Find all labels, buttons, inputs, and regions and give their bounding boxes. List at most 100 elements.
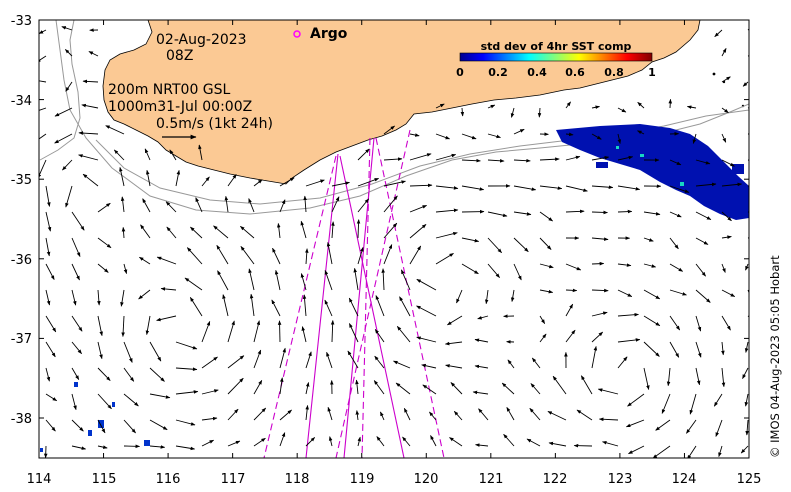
current-vector-arrow <box>695 263 706 277</box>
current-vector-arrow <box>669 315 681 331</box>
current-vector-arrow <box>422 384 437 395</box>
current-vector-arrow <box>123 341 133 363</box>
current-vector-arrow <box>695 315 702 332</box>
current-vector-arrow <box>64 49 73 57</box>
current-vector-arrow <box>721 159 735 167</box>
current-vector-arrow <box>139 256 151 265</box>
current-vector-arrow <box>487 237 502 254</box>
current-vector-arrow <box>227 440 241 447</box>
current-vector-arrow <box>45 237 51 257</box>
current-vector-arrow <box>97 263 109 273</box>
current-vector-arrow <box>513 185 537 191</box>
current-vector-arrow <box>745 263 749 271</box>
current-vector-arrow <box>216 244 229 265</box>
current-vector-arrow <box>330 320 335 343</box>
current-vector-arrow <box>39 29 47 34</box>
current-vector-arrow <box>695 341 702 358</box>
current-vector-arrow <box>279 432 286 447</box>
current-vector-arrow <box>721 107 729 114</box>
current-vector-arrow <box>383 125 395 135</box>
current-vector-arrow <box>721 367 726 388</box>
current-vector-arrow <box>224 195 229 213</box>
current-vector-arrow <box>97 393 112 410</box>
current-vector-arrow <box>487 211 508 218</box>
current-vector-arrow <box>565 288 578 293</box>
current-vector-arrow <box>301 326 307 343</box>
current-vector-arrow <box>324 269 333 291</box>
x-tick-label: 118 <box>285 472 310 487</box>
current-vector-arrow <box>97 315 103 337</box>
current-vector-arrow <box>721 76 731 83</box>
current-vector-arrow <box>240 246 255 265</box>
current-vector-arrow <box>721 133 727 143</box>
current-vector-arrow <box>747 315 749 318</box>
current-vector-arrow <box>45 419 56 432</box>
current-vector-arrow <box>374 355 385 369</box>
sst-small-patches <box>40 382 150 452</box>
current-vector-arrow <box>487 133 501 139</box>
current-vector-arrow <box>353 267 359 291</box>
current-vector-arrow <box>45 393 58 402</box>
current-vector-arrow <box>160 287 177 291</box>
current-vector-field <box>39 24 749 458</box>
current-vector-arrow <box>461 263 479 275</box>
current-vector-arrow <box>435 208 459 213</box>
current-vector-arrow <box>539 211 553 222</box>
current-vector-arrow <box>565 101 571 109</box>
current-vector-arrow <box>403 407 411 421</box>
current-vector-arrow <box>409 153 432 161</box>
x-tick-label: 124 <box>672 472 697 487</box>
current-vector-arrow <box>45 211 52 232</box>
satellite-tracks <box>263 129 445 458</box>
current-vector-arrow <box>565 185 588 192</box>
current-vector-arrow <box>331 181 350 187</box>
current-vector-arrow <box>721 341 725 356</box>
colorbar-tick: 0.6 <box>565 66 585 79</box>
current-vector-arrow <box>149 367 165 382</box>
x-tick-label: 123 <box>608 472 633 487</box>
current-vector-arrow <box>461 158 481 163</box>
current-vector-arrow <box>695 289 711 303</box>
current-vector-arrow <box>591 261 605 266</box>
current-vector-arrow <box>355 410 360 421</box>
current-vector-arrow <box>105 125 125 135</box>
current-vector-arrow <box>169 149 177 161</box>
current-vector-arrow <box>175 367 198 372</box>
current-vector-arrow <box>686 105 697 109</box>
current-vector-arrow <box>279 377 284 395</box>
current-vector-arrow <box>695 211 712 221</box>
current-vector-arrow <box>539 333 547 343</box>
current-vector-arrow <box>175 445 196 451</box>
current-vector-arrow <box>721 263 726 273</box>
current-vector-arrow <box>357 148 370 161</box>
current-vector-arrow <box>300 220 307 239</box>
current-vector-arrow <box>591 311 608 317</box>
current-vector-arrow <box>97 419 106 434</box>
current-vector-arrow <box>740 445 749 454</box>
current-vector-arrow <box>565 132 574 137</box>
current-vector-arrow <box>45 367 51 382</box>
current-vector-arrow <box>461 185 485 191</box>
current-vector-arrow <box>747 185 749 187</box>
current-vector-arrow <box>602 441 619 447</box>
current-vector-arrow <box>300 273 307 291</box>
current-vector-arrow <box>472 390 489 395</box>
current-vector-arrow <box>276 222 281 239</box>
current-vector-arrow <box>374 329 385 343</box>
current-vector-arrow <box>327 406 333 421</box>
axis-ticks <box>38 19 750 458</box>
current-vector-arrow <box>513 211 532 216</box>
current-vector-arrow <box>409 183 433 188</box>
current-vector-arrow <box>198 144 203 161</box>
current-vector-arrow <box>456 289 463 304</box>
current-vector-arrow <box>357 436 361 447</box>
current-vector-arrow <box>565 209 585 214</box>
current-vector-arrow <box>669 185 690 193</box>
current-vector-arrow <box>305 404 309 421</box>
current-vector-arrow <box>253 179 263 187</box>
current-vector-arrow <box>530 383 541 395</box>
current-vector-arrow <box>113 149 125 161</box>
current-vector-arrow <box>744 341 749 353</box>
current-vector-arrow <box>487 263 500 278</box>
current-vector-arrow <box>669 237 679 250</box>
